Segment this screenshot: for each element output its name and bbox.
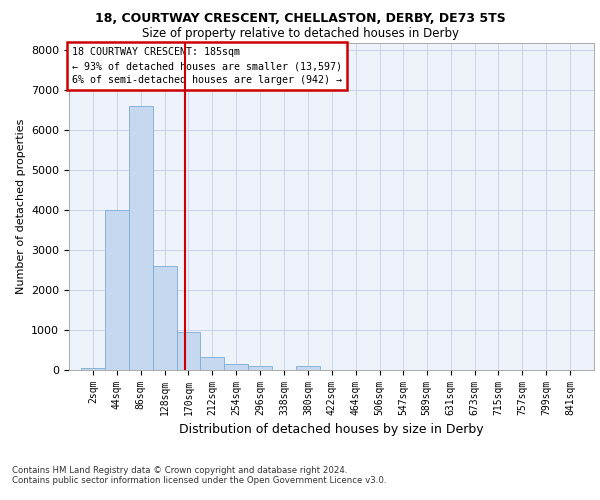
- Text: 18, COURTWAY CRESCENT, CHELLASTON, DERBY, DE73 5TS: 18, COURTWAY CRESCENT, CHELLASTON, DERBY…: [95, 12, 505, 26]
- Text: Size of property relative to detached houses in Derby: Size of property relative to detached ho…: [142, 28, 458, 40]
- Bar: [224, 364, 248, 370]
- Bar: [200, 357, 224, 370]
- Y-axis label: Number of detached properties: Number of detached properties: [16, 118, 26, 294]
- Bar: [105, 210, 129, 370]
- Bar: [129, 106, 152, 370]
- Bar: [248, 366, 272, 370]
- Bar: [296, 366, 320, 370]
- X-axis label: Distribution of detached houses by size in Derby: Distribution of detached houses by size …: [179, 424, 484, 436]
- Bar: [81, 368, 105, 370]
- Bar: [152, 266, 176, 370]
- Text: 18 COURTWAY CRESCENT: 185sqm
← 93% of detached houses are smaller (13,597)
6% of: 18 COURTWAY CRESCENT: 185sqm ← 93% of de…: [71, 48, 341, 86]
- Text: Contains HM Land Registry data © Crown copyright and database right 2024.
Contai: Contains HM Land Registry data © Crown c…: [12, 466, 386, 485]
- Bar: [176, 332, 200, 370]
